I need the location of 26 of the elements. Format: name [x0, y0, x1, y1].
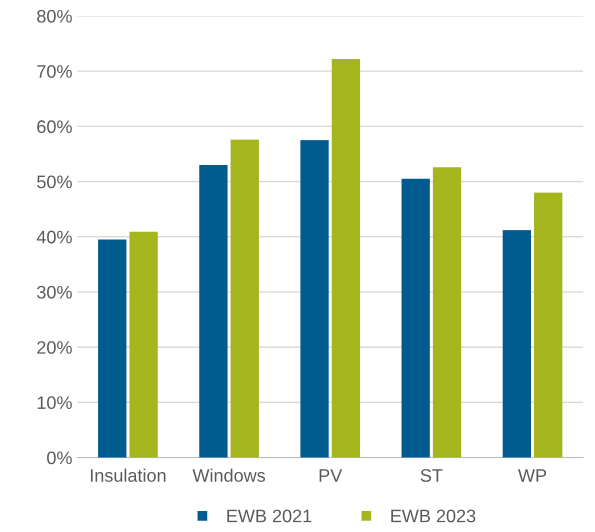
- x-tick-label: Insulation: [90, 468, 166, 482]
- bar: [300, 140, 329, 458]
- y-tick-label: 60%: [37, 120, 72, 134]
- legend-label: EWB 2023: [391, 510, 476, 522]
- bar: [502, 230, 532, 458]
- y-tick-label: 70%: [37, 65, 72, 78]
- x-tick-label: ST: [420, 469, 442, 482]
- y-tick-label: 0%: [47, 451, 72, 464]
- y-tick-label: 40%: [36, 230, 72, 244]
- y-tick-label: 50%: [37, 175, 72, 188]
- y-tick-label: 80%: [37, 10, 72, 23]
- bar: [534, 192, 562, 458]
- y-tick-label: 20%: [37, 341, 72, 354]
- bar: [98, 240, 126, 458]
- bar: [402, 178, 430, 458]
- x-tick-label: WP: [518, 469, 546, 482]
- bar: [199, 164, 228, 458]
- x-tick-label: Windows: [192, 468, 266, 482]
- y-tick-label: 10%: [38, 396, 72, 410]
- bar: [230, 140, 259, 458]
- bar: [129, 232, 158, 458]
- y-tick-label: 30%: [37, 286, 72, 299]
- bar: [432, 167, 462, 458]
- legend-label: EWB 2021: [227, 510, 312, 522]
- x-tick-label: PV: [320, 469, 342, 482]
- bar: [332, 59, 360, 458]
